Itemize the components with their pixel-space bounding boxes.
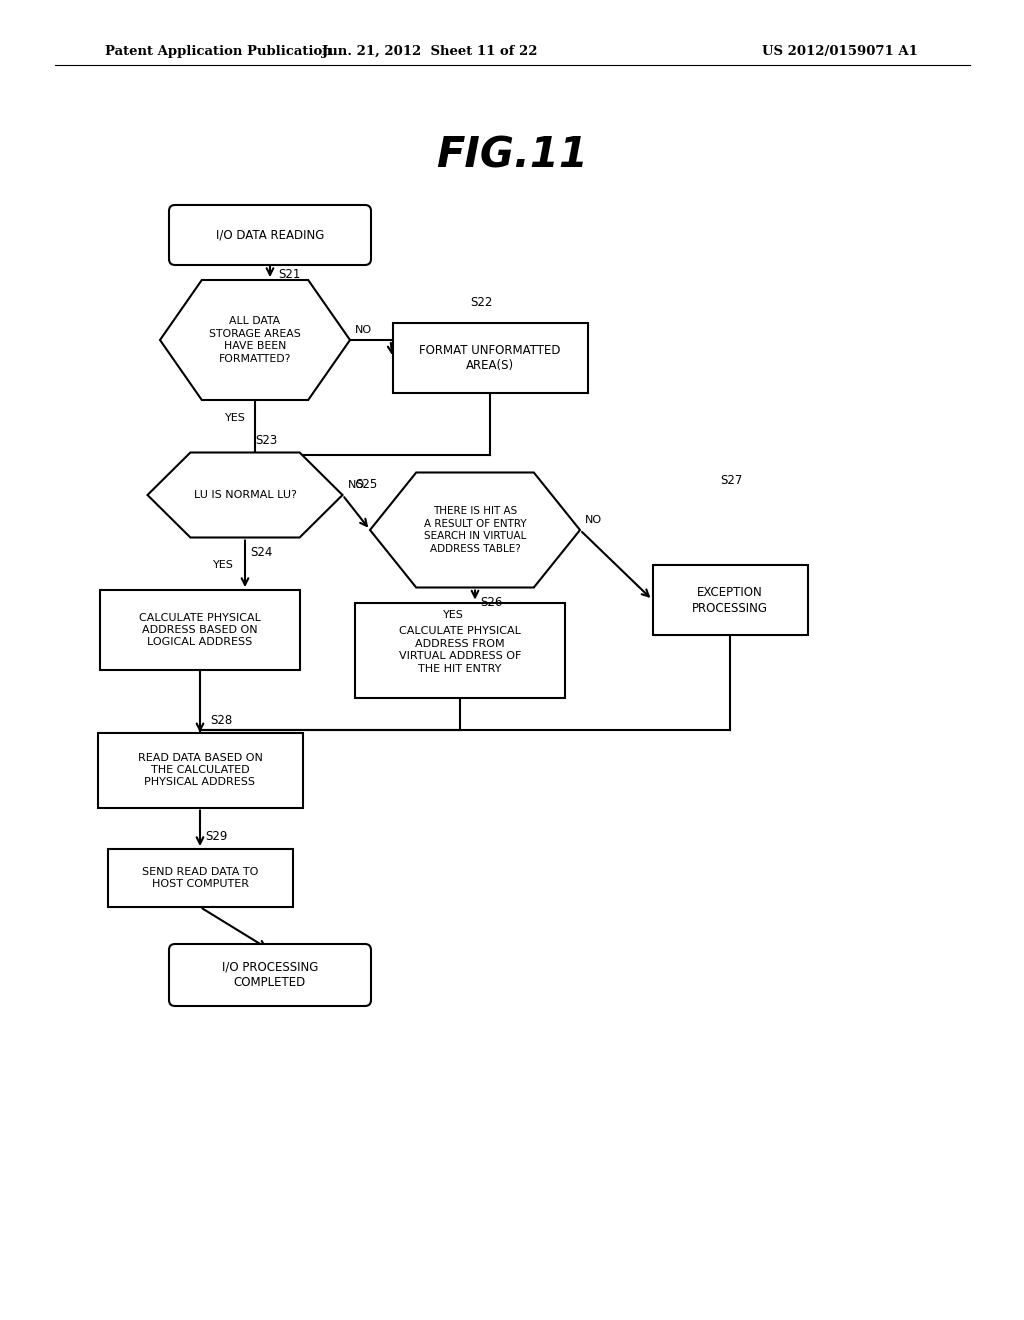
Bar (652, 565, 808, 635)
Text: SEND READ DATA TO
HOST COMPUTER: SEND READ DATA TO HOST COMPUTER (141, 867, 258, 890)
Text: S26: S26 (480, 597, 503, 609)
Bar (97, 733, 302, 808)
Text: S25: S25 (355, 479, 377, 491)
FancyBboxPatch shape (169, 205, 371, 265)
Text: EXCEPTION
PROCESSING: EXCEPTION PROCESSING (692, 586, 768, 615)
Polygon shape (160, 280, 350, 400)
Text: S21: S21 (278, 268, 300, 281)
Text: NO: NO (585, 515, 602, 525)
Bar (100, 590, 300, 671)
Text: S24: S24 (250, 546, 272, 558)
Text: S27: S27 (720, 474, 742, 487)
Polygon shape (370, 473, 580, 587)
Text: I/O DATA READING: I/O DATA READING (216, 228, 325, 242)
Polygon shape (147, 453, 342, 537)
Text: READ DATA BASED ON
THE CALCULATED
PHYSICAL ADDRESS: READ DATA BASED ON THE CALCULATED PHYSIC… (137, 752, 262, 788)
Text: NO: NO (347, 480, 365, 490)
Text: Jun. 21, 2012  Sheet 11 of 22: Jun. 21, 2012 Sheet 11 of 22 (323, 45, 538, 58)
FancyBboxPatch shape (169, 944, 371, 1006)
Text: NO: NO (355, 325, 372, 335)
Text: CALCULATE PHYSICAL
ADDRESS FROM
VIRTUAL ADDRESS OF
THE HIT ENTRY: CALCULATE PHYSICAL ADDRESS FROM VIRTUAL … (398, 627, 521, 673)
Text: LU IS NORMAL LU?: LU IS NORMAL LU? (194, 490, 296, 500)
Text: S29: S29 (205, 830, 227, 843)
Text: FIG.11: FIG.11 (436, 135, 588, 176)
Text: S28: S28 (210, 714, 232, 727)
Bar (108, 849, 293, 907)
Text: US 2012/0159071 A1: US 2012/0159071 A1 (762, 45, 918, 58)
Text: FORMAT UNFORMATTED
AREA(S): FORMAT UNFORMATTED AREA(S) (419, 343, 561, 372)
Text: YES: YES (213, 561, 233, 570)
Text: YES: YES (443, 610, 464, 620)
Text: ALL DATA
STORAGE AREAS
HAVE BEEN
FORMATTED?: ALL DATA STORAGE AREAS HAVE BEEN FORMATT… (209, 317, 301, 363)
Bar (392, 323, 588, 393)
Bar (355, 602, 565, 697)
Text: CALCULATE PHYSICAL
ADDRESS BASED ON
LOGICAL ADDRESS: CALCULATE PHYSICAL ADDRESS BASED ON LOGI… (139, 612, 261, 647)
Text: S22: S22 (470, 296, 493, 309)
Text: I/O PROCESSING
COMPLETED: I/O PROCESSING COMPLETED (222, 961, 318, 990)
Text: THERE IS HIT AS
A RESULT OF ENTRY
SEARCH IN VIRTUAL
ADDRESS TABLE?: THERE IS HIT AS A RESULT OF ENTRY SEARCH… (424, 507, 526, 553)
Text: YES: YES (225, 413, 246, 422)
Text: Patent Application Publication: Patent Application Publication (105, 45, 332, 58)
Text: S23: S23 (255, 434, 278, 447)
